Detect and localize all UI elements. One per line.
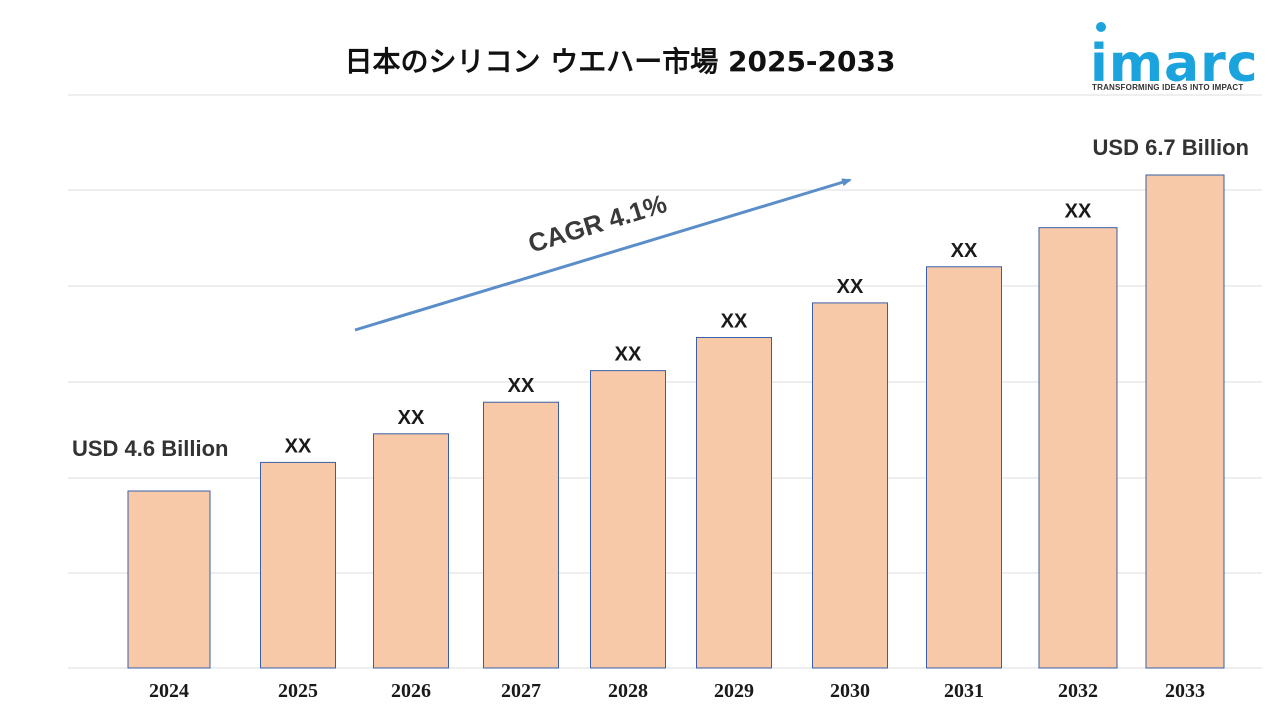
x-tick-2026: 2026 (391, 680, 431, 702)
x-tick-2025: 2025 (278, 680, 318, 702)
logo-wordmark: imarc (1090, 34, 1259, 94)
x-tick-2030: 2030 (830, 680, 870, 702)
chart-title: 日本のシリコン ウエハー市場 2025-2033 (344, 45, 896, 78)
bar-2027 (483, 401, 559, 669)
cagr-arrow (354, 178, 852, 332)
x-tick-2028: 2028 (608, 680, 648, 702)
bar-2033 (1145, 174, 1225, 669)
bar-2025 (260, 461, 336, 669)
value-label-2027: XX (508, 375, 535, 397)
x-tick-2033: 2033 (1165, 680, 1205, 702)
x-axis-tick-labels: 2024 2025 2026 2027 2028 2029 2030 2031 2032 2033 (149, 680, 1205, 702)
value-label-2025: XX (285, 435, 312, 457)
bar-2029 (696, 337, 772, 669)
value-label-2029: XX (721, 311, 748, 333)
bar-2030 (812, 302, 888, 669)
bar-2026 (373, 433, 449, 669)
value-label-2030: XX (837, 276, 864, 298)
bars (127, 174, 1225, 669)
value-label-2028: XX (615, 344, 642, 366)
logo-dot-icon (1096, 22, 1106, 32)
x-tick-2024: 2024 (149, 680, 189, 702)
x-tick-2032: 2032 (1058, 680, 1098, 702)
x-tick-2031: 2031 (944, 680, 984, 702)
cagr-annotation: CAGR 4.1% (525, 188, 671, 259)
value-label-2024: USD 4.6 Billion (72, 436, 228, 461)
logo-tagline: TRANSFORMING IDEAS INTO IMPACT (1092, 83, 1244, 92)
value-label-2031: XX (951, 240, 978, 262)
bar-2032 (1038, 227, 1118, 669)
imarc-logo: imarc TRANSFORMING IDEAS INTO IMPACT (1090, 20, 1265, 100)
x-tick-2029: 2029 (714, 680, 754, 702)
bar-2024 (127, 490, 211, 669)
value-label-2032: XX (1065, 201, 1092, 223)
x-tick-2027: 2027 (501, 680, 541, 702)
value-label-2033: USD 6.7 Billion (1093, 135, 1249, 160)
value-label-2026: XX (398, 407, 425, 429)
bar-2028 (590, 370, 666, 669)
value-labels: USD 4.6 Billion XX XX XX XX XX XX XX XX USD 6.7 B… (72, 135, 1249, 461)
bar-2031 (926, 266, 1002, 669)
